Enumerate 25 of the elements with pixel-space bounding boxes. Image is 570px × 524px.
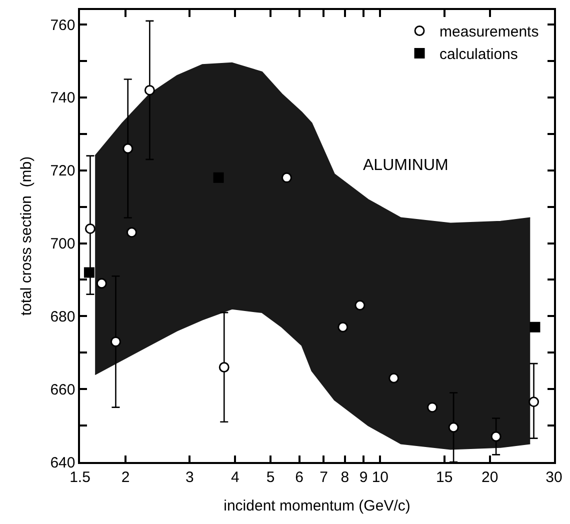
x-tick-label: 8	[340, 468, 350, 486]
legend-label: calculations	[440, 46, 518, 64]
y-tick-label: 640	[50, 454, 76, 472]
x-tick-label: 4	[231, 468, 240, 486]
y-tick-label: 740	[50, 90, 76, 107]
x-tick-label: 30	[546, 468, 562, 486]
x-tick-label: 15	[436, 468, 453, 486]
x-tick-label: 7	[320, 468, 328, 486]
y-tick-label: 680	[50, 308, 76, 326]
x-tick-label: 2	[121, 468, 130, 486]
annotation: ALUMINUM	[363, 157, 448, 174]
x-tick-label: 3	[186, 468, 194, 486]
x-tick-label: 6	[295, 468, 304, 486]
x-tick-label: 9	[359, 468, 368, 486]
y-tick-label: 760	[50, 16, 76, 34]
x-tick-label: 10	[372, 468, 389, 486]
x-tick-label: 20	[482, 468, 498, 486]
y-tick-label: 700	[50, 236, 76, 253]
y-axis-title: total cross section (mb)	[18, 156, 35, 316]
x-axis-title: incident momentum (GeV/c)	[224, 497, 410, 514]
y-tick-label: 720	[50, 162, 76, 180]
legend-label: measurements	[440, 24, 539, 41]
x-tick-label: 1.5	[70, 468, 90, 486]
x-tick-label: 5	[266, 468, 275, 486]
y-tick-label: 660	[50, 381, 76, 398]
